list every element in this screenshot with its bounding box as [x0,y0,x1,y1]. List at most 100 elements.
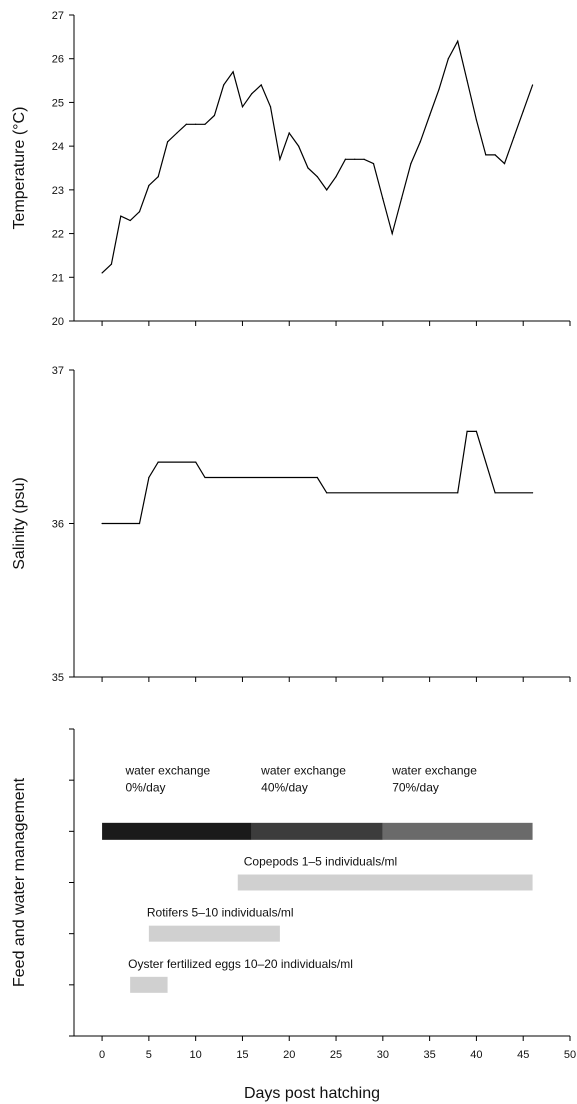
x-tick-label: 30 [377,1049,389,1061]
data-point [503,163,506,165]
data-point [457,40,459,42]
data-point [335,176,337,178]
timeline-bar [251,822,383,840]
data-point [120,215,122,217]
data-point [138,211,141,213]
x-tick-label: 35 [423,1049,435,1061]
data-point [288,132,290,134]
data-point [429,114,431,117]
data-point [148,476,150,479]
y-tick-label: 26 [52,54,64,66]
y-axis-label: Feed and water management [11,777,28,987]
water-exchange-rate: 40%/day [261,780,308,794]
data-point [138,522,141,525]
data-point [157,176,159,178]
data-point [438,88,440,90]
y-axis-label: Temperature (°C) [11,107,28,230]
x-tick-label: 25 [330,1049,342,1061]
x-tick-label: 50 [564,1049,576,1061]
data-point [457,492,459,494]
data-point [475,430,478,432]
data-point [466,430,468,432]
timeline-bar [237,874,533,891]
data-point [101,272,103,274]
data-point [316,176,318,178]
data-point [232,71,234,73]
y-tick-label: 22 [52,229,64,241]
bar-label: Oyster fertilized eggs 10–20 individuals… [128,957,353,971]
data-point [166,141,169,143]
data-point [410,163,412,165]
data-point [326,492,328,494]
x-tick-label: 45 [517,1049,529,1061]
data-point [185,123,187,125]
data-point [195,123,197,125]
data-point [223,84,225,86]
data-point [195,461,197,463]
data-point [251,93,253,95]
x-tick-label: 10 [190,1049,202,1061]
data-point [475,119,478,121]
data-point [513,136,515,138]
data-point [148,184,150,187]
y-tick-label: 21 [52,272,64,284]
x-tick-label: 40 [470,1049,482,1061]
y-tick-label: 35 [52,672,64,684]
data-point [531,492,534,494]
data-point [279,158,281,160]
data-point [344,158,346,160]
x-axis-label: Days post hatching [244,1085,380,1102]
timeline-bar [148,925,280,942]
x-tick-label: 0 [99,1049,105,1061]
water-exchange-label: water exchange [260,763,346,777]
data-point [129,219,131,222]
y-tick-label: 36 [52,519,64,531]
data-point [531,84,534,86]
y-tick-label: 37 [52,365,64,377]
data-point [391,232,393,235]
timeline-bar [382,822,533,840]
water-exchange-label: water exchange [391,763,477,777]
data-point [213,114,215,117]
data-point [176,132,178,134]
y-tick-label: 27 [52,10,64,22]
x-tick-label: 15 [236,1049,248,1061]
data-point [400,198,403,200]
timeline-bar [130,976,168,993]
y-tick-label: 20 [52,316,64,328]
data-point [522,110,524,112]
data-point [101,522,103,525]
x-tick-label: 20 [283,1049,295,1061]
data-point [419,141,421,143]
feed-management-panel: Feed and water management 0 5 10 15 20 25 30 35 4… [11,728,576,1102]
water-exchange-label: water exchange [124,763,210,777]
data-point [157,461,159,463]
data-point [354,158,356,160]
y-tick-label: 25 [52,97,64,109]
data-point [363,158,365,160]
data-point [494,492,496,494]
data-point [204,123,206,125]
data-point [241,106,244,108]
data-point [316,476,318,479]
timeline-bar [102,822,252,840]
series-line [101,39,534,274]
bar-label: Rotifers 5–10 individuals/ml [147,906,294,920]
data-point [204,476,206,479]
data-point [260,84,262,86]
data-point [447,58,449,60]
x-tick-label: 5 [146,1049,152,1061]
data-point [110,263,113,265]
data-point [382,198,384,200]
data-point [372,163,375,165]
data-point [466,79,468,82]
y-axis-label: Salinity (psu) [11,477,28,569]
data-point [485,154,487,156]
data-point [326,189,328,191]
data-point [269,106,272,108]
data-point [494,154,496,156]
data-point [298,145,300,147]
bar-label: Copepods 1–5 individuals/ml [244,855,397,869]
temperature-panel: Temperature (°C) 20 21 22 23 24 25 26 27 [11,10,571,328]
